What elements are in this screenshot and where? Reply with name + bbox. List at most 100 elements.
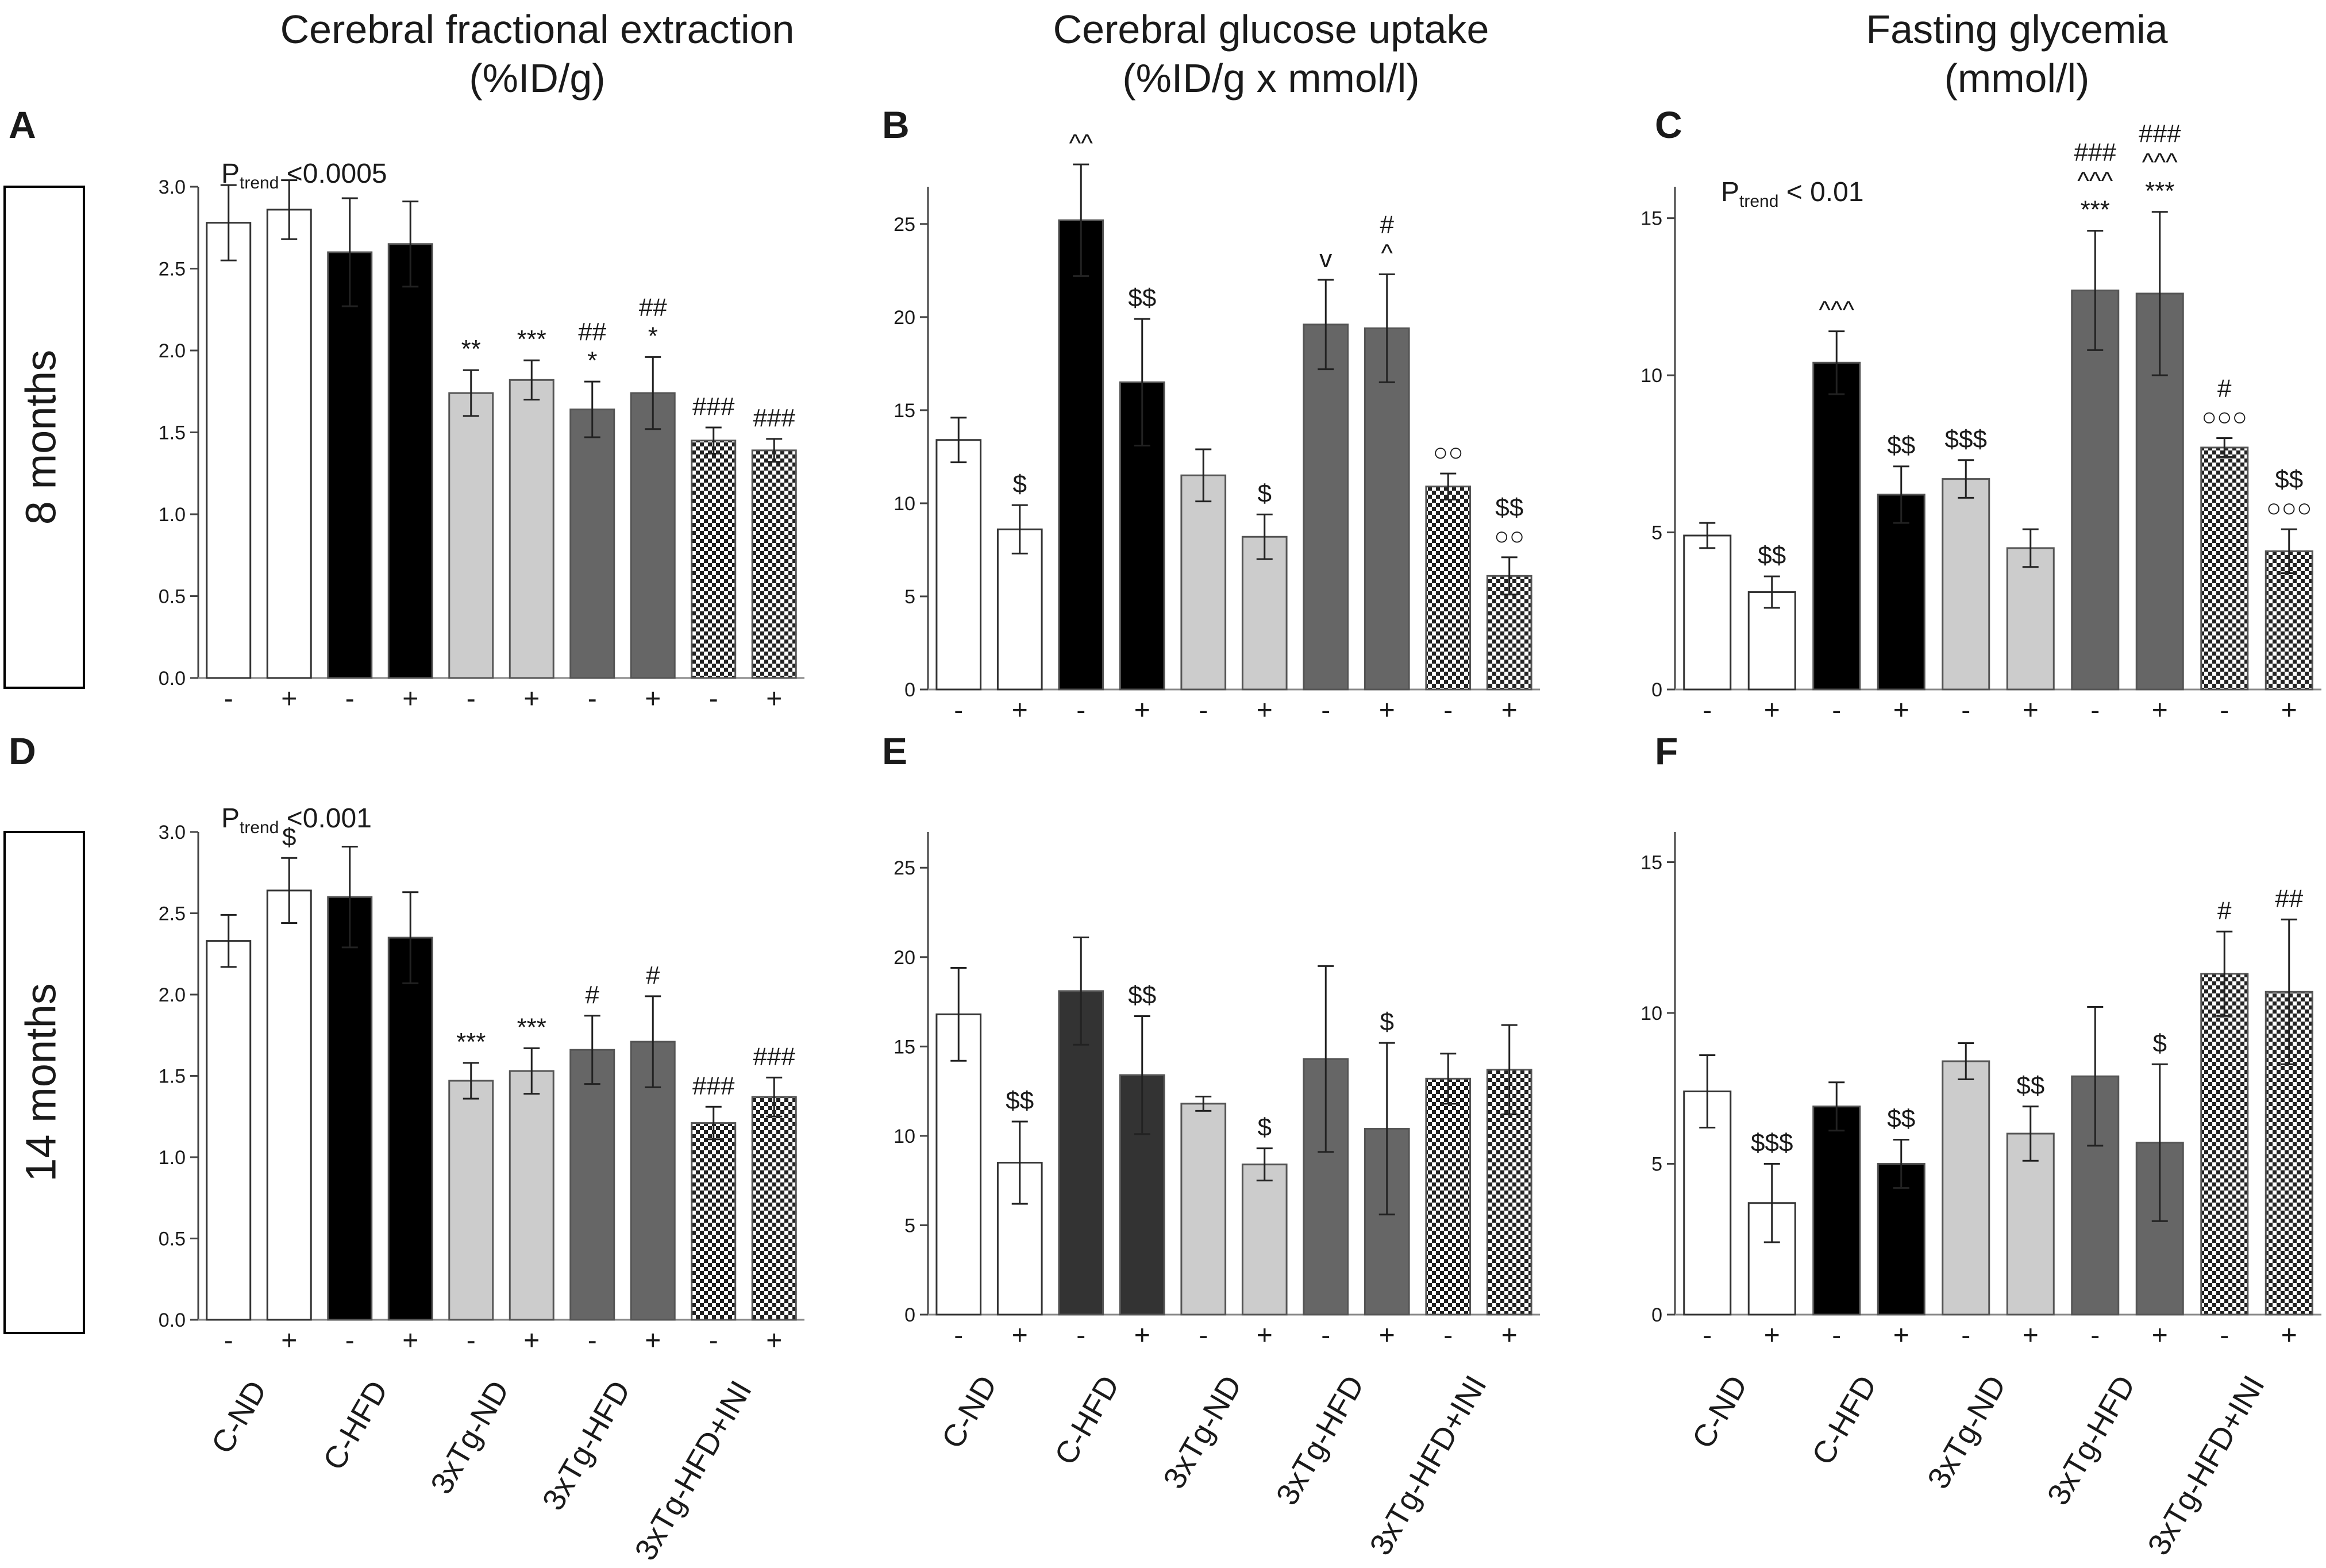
- column-title-2-line1: Cerebral glucose uptake: [1053, 7, 1489, 52]
- treatment-label-C-9: -: [2220, 695, 2229, 726]
- treatment-label-A-2: +: [281, 684, 297, 714]
- annotation-C-10-1: $$: [2275, 465, 2303, 494]
- error-bar-E-3: [1073, 937, 1089, 1046]
- bar-D-10: [751, 1096, 797, 1321]
- annotation-B-4-1: $$: [1128, 284, 1156, 312]
- bar-E-1: [935, 1013, 982, 1316]
- error-bar-F-6: [2022, 1105, 2039, 1162]
- group-label-E-5: 3xTg-HFD+INI: [1363, 1370, 1493, 1561]
- y-tick-label-D-5: 2.5: [159, 903, 186, 925]
- bar-A-4: [387, 243, 433, 679]
- panel-letter-D: D: [9, 730, 36, 772]
- treatment-label-E-5: -: [1199, 1320, 1208, 1351]
- bar-F-9: [2200, 973, 2249, 1316]
- bar-C-4: [1877, 494, 1926, 691]
- annotation-D-9-1: ###: [692, 1072, 735, 1100]
- treatment-label-B-2: +: [1012, 695, 1028, 726]
- annotation-F-6-1: $$: [2016, 1072, 2044, 1100]
- y-tick-label-E-3: 15: [894, 1036, 915, 1058]
- treatment-label-E-7: -: [1321, 1320, 1330, 1351]
- treatment-label-D-4: +: [402, 1326, 418, 1356]
- y-tick-label-E-0: 0: [904, 1304, 915, 1326]
- treatment-label-E-6: +: [1257, 1320, 1273, 1351]
- error-bar-E-5: [1195, 1095, 1212, 1112]
- error-bar-A-3: [341, 197, 358, 307]
- annotation-C-4-1: $$: [1887, 432, 1915, 460]
- annotation-F-10-1: ##: [2275, 884, 2303, 912]
- group-label-D-4: 3xTg-HFD: [536, 1375, 637, 1516]
- error-bar-C-10: [2281, 528, 2297, 575]
- treatment-label-F-7: -: [2090, 1320, 2100, 1351]
- y-tick-label-E-5: 25: [894, 857, 915, 879]
- ptrend-D: Ptrend <0.001: [221, 803, 372, 837]
- bar-A-7: [569, 409, 615, 679]
- bar-C-7: [2071, 289, 2120, 691]
- annotation-C-8-2: ^^^: [2142, 148, 2178, 176]
- y-tick-label-C-3: 15: [1640, 208, 1662, 230]
- bar-F-1: [1683, 1091, 1732, 1316]
- annotation-D-10-1: ###: [753, 1042, 796, 1070]
- bar-B-7: [1303, 323, 1349, 691]
- error-bar-E-7: [1318, 965, 1334, 1153]
- y-tick-label-B-2: 10: [894, 493, 915, 515]
- error-bar-D-7: [584, 1015, 600, 1085]
- y-tick-label-F-2: 10: [1640, 1003, 1662, 1024]
- y-tick-label-B-3: 15: [894, 400, 915, 422]
- treatment-label-C-10: +: [2281, 695, 2297, 726]
- error-bar-B-8: [1378, 273, 1395, 383]
- error-bar-B-6: [1256, 513, 1273, 560]
- annotation-C-7-2: ^^^: [2077, 167, 2113, 195]
- bar-D-1: [206, 940, 252, 1321]
- y-tick-label-D-2: 1.0: [159, 1147, 186, 1169]
- y-tick-label-A-4: 2.0: [159, 340, 186, 362]
- error-bar-A-8: [645, 356, 661, 430]
- error-bar-A-6: [523, 359, 540, 400]
- row-label-14-months: 14 months: [17, 983, 65, 1182]
- treatment-label-F-8: +: [2152, 1320, 2168, 1351]
- error-bar-C-2: [1763, 575, 1780, 609]
- error-bar-A-4: [402, 201, 419, 288]
- annotation-B-10-2: ○○: [1494, 522, 1524, 550]
- treatment-label-B-5: -: [1199, 695, 1208, 726]
- treatment-label-C-3: -: [1832, 695, 1841, 726]
- error-bar-A-10: [766, 438, 783, 463]
- treatment-label-A-4: +: [402, 684, 418, 714]
- panel-letter-E: E: [882, 730, 907, 772]
- treatment-label-C-8: +: [2152, 695, 2168, 726]
- annotation-D-5-1: ***: [456, 1028, 486, 1056]
- annotation-D-6-1: ***: [517, 1013, 546, 1041]
- annotation-A-5-1: **: [461, 335, 481, 363]
- panel-D: D 0.0 0.5 1.0 1.5 2.0 2.5 3.0 Ptrend <0.001 - $ + - +…: [9, 730, 804, 1356]
- error-bar-E-4: [1134, 1015, 1150, 1135]
- bar-E-6: [1241, 1164, 1288, 1316]
- bar-A-5: [448, 392, 494, 679]
- treatment-label-F-10: +: [2281, 1320, 2297, 1351]
- group-label-D-2: C-HFD: [317, 1375, 395, 1475]
- annotation-F-8-1: $: [2153, 1029, 2167, 1057]
- annotation-C-3-1: ^^^: [1819, 296, 1854, 325]
- error-bar-B-1: [950, 417, 967, 464]
- y-tick-label-A-3: 1.5: [159, 422, 186, 444]
- bar-E-9: [1425, 1077, 1472, 1316]
- treatment-label-D-7: -: [588, 1326, 597, 1356]
- group-label-F-5: 3xTg-HFD+INI: [2141, 1370, 2271, 1561]
- bar-B-5: [1180, 474, 1227, 691]
- error-bar-A-2: [281, 179, 298, 240]
- bar-F-5: [1942, 1060, 1990, 1316]
- annotation-C-9-2: ○○○: [2201, 403, 2247, 432]
- treatment-label-B-4: +: [1134, 695, 1150, 726]
- error-bar-D-10: [766, 1076, 783, 1118]
- treatment-label-F-3: -: [1832, 1320, 1841, 1351]
- error-bar-C-8: [2151, 211, 2168, 376]
- bar-A-2: [266, 209, 312, 679]
- annotation-A-8-1: ##: [639, 293, 667, 321]
- error-bar-D-5: [463, 1062, 479, 1100]
- bar-D-9: [691, 1122, 737, 1321]
- treatment-label-E-2: +: [1012, 1320, 1028, 1351]
- error-bar-C-4: [1893, 465, 1909, 524]
- treatment-label-F-2: +: [1764, 1320, 1780, 1351]
- treatment-label-C-5: -: [1961, 695, 1970, 726]
